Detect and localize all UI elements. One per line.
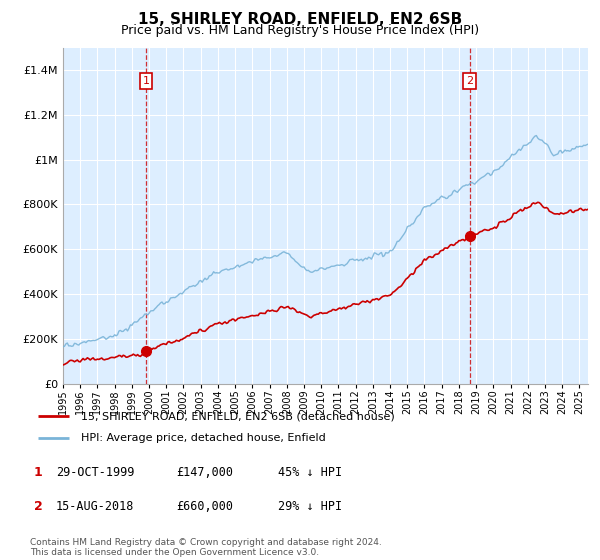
Text: 15, SHIRLEY ROAD, ENFIELD, EN2 6SB (detached house): 15, SHIRLEY ROAD, ENFIELD, EN2 6SB (deta… (81, 411, 394, 421)
Text: 1: 1 (143, 76, 149, 86)
Text: 1: 1 (34, 466, 43, 479)
Text: 29-OCT-1999: 29-OCT-1999 (56, 466, 134, 479)
Text: HPI: Average price, detached house, Enfield: HPI: Average price, detached house, Enfi… (81, 433, 325, 443)
Text: Contains HM Land Registry data © Crown copyright and database right 2024.
This d: Contains HM Land Registry data © Crown c… (30, 538, 382, 557)
Text: £660,000: £660,000 (176, 500, 233, 513)
Text: 45% ↓ HPI: 45% ↓ HPI (278, 466, 342, 479)
Text: 2: 2 (466, 76, 473, 86)
Text: 29% ↓ HPI: 29% ↓ HPI (278, 500, 342, 513)
Text: £147,000: £147,000 (176, 466, 233, 479)
Text: 15-AUG-2018: 15-AUG-2018 (56, 500, 134, 513)
Text: 2: 2 (34, 500, 43, 513)
Text: Price paid vs. HM Land Registry's House Price Index (HPI): Price paid vs. HM Land Registry's House … (121, 24, 479, 36)
Text: 15, SHIRLEY ROAD, ENFIELD, EN2 6SB: 15, SHIRLEY ROAD, ENFIELD, EN2 6SB (138, 12, 462, 27)
